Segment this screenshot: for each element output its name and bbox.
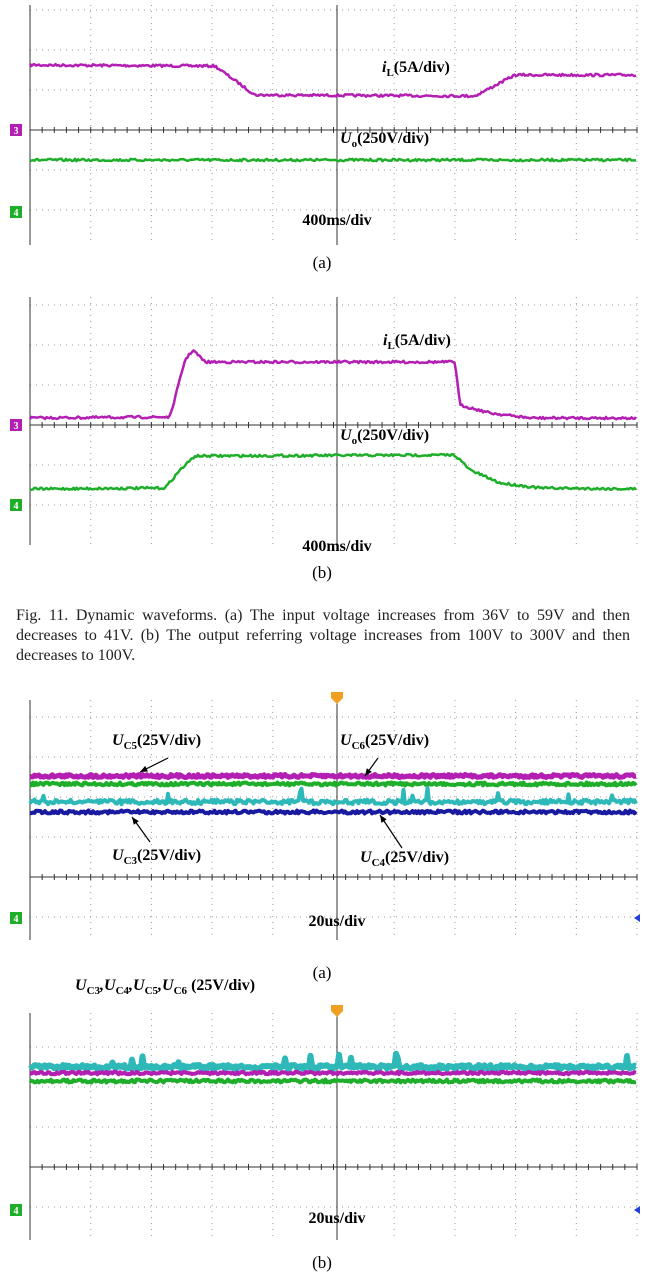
arrow-head <box>380 815 387 823</box>
waveform <box>30 1054 636 1069</box>
signal-label: UC3,UC4,UC5,UC6 (25V/div) <box>75 977 255 997</box>
channel-label: 4 <box>14 1206 19 1217</box>
signal-label: UC4(25V/div) <box>360 849 449 869</box>
label-text: (25V/div) <box>187 977 255 994</box>
waveform <box>30 159 636 161</box>
label-text: (250V/div) <box>357 427 429 444</box>
label-text: (25V/div) <box>385 849 449 866</box>
label-text: (5A/div) <box>395 332 451 349</box>
signal-label: iL(5A/div) <box>382 59 450 79</box>
subscript: C3 <box>87 985 101 997</box>
trigger-marker <box>331 1005 343 1017</box>
arrow-head <box>132 817 139 825</box>
trigger-marker <box>634 914 640 922</box>
waveform <box>30 788 636 804</box>
label-text: ,U <box>128 977 146 994</box>
waveform <box>30 454 636 490</box>
signal-label: Uo(250V/div) <box>340 427 429 447</box>
signal-label: UC6(25V/div) <box>340 732 429 752</box>
waveform <box>30 783 636 786</box>
subscript: C4 <box>116 985 130 997</box>
trigger-marker <box>331 692 343 704</box>
channel-label: 4 <box>14 914 19 925</box>
waveform <box>30 775 636 778</box>
subscript: C5 <box>145 985 159 997</box>
subfigure-caption: (b) <box>312 1253 332 1272</box>
signal-label: UC3(25V/div) <box>112 847 201 867</box>
page: 3 4 iL(5A/div) Uo(250V/div) 400ms/div (a) 3 4 iL… <box>0 0 645 1283</box>
waveform <box>30 64 636 97</box>
label-text: ,U <box>157 977 175 994</box>
subscript: C5 <box>124 740 138 752</box>
subscript: L <box>387 340 394 352</box>
timebase: 400ms/div <box>302 212 371 229</box>
waveform <box>30 811 636 814</box>
timebase: 20us/div <box>309 913 366 930</box>
label-text: (25V/div) <box>365 732 429 749</box>
waveform <box>30 1072 636 1074</box>
label-text: ,U <box>99 977 117 994</box>
scope: 4 UC5(25V/div) UC6(25V/div) UC3(25V/div) UC4… <box>10 692 640 940</box>
subscript: C4 <box>372 857 386 869</box>
label-text: (25V/div) <box>137 732 201 749</box>
scope: 4 UC3,UC4,UC5,UC6 (25V/div) 20us/div <box>10 977 640 1240</box>
label-text: (25V/div) <box>137 847 201 864</box>
scope: 3 4 iL(5A/div) Uo(250V/div) 400ms/div <box>10 297 637 555</box>
subscript: C6 <box>174 985 188 997</box>
channel-label: 3 <box>14 421 19 432</box>
subscript: C3 <box>124 855 138 867</box>
channel-label: 4 <box>14 501 19 512</box>
subscript: C6 <box>352 740 366 752</box>
timebase: 20us/div <box>309 1210 366 1227</box>
signal-label: Uo(250V/div) <box>340 130 429 150</box>
signal-label: UC5(25V/div) <box>112 732 201 752</box>
scope: 3 4 iL(5A/div) Uo(250V/div) 400ms/div <box>10 5 637 245</box>
subfigure-caption: (a) <box>313 253 332 272</box>
subfigure-caption: (a) <box>313 963 332 982</box>
label-text: (250V/div) <box>357 130 429 147</box>
figure-caption: Fig. 11. Dynamic waveforms. (a) The inpu… <box>16 606 630 666</box>
channel-label: 3 <box>14 126 19 137</box>
label-text: (5A/div) <box>394 59 450 76</box>
subfigure-caption: (b) <box>312 563 332 582</box>
signal-label: iL(5A/div) <box>383 332 451 352</box>
subscript: L <box>386 67 393 79</box>
channel-label: 4 <box>14 208 19 219</box>
waveform <box>30 1080 636 1083</box>
timebase: 400ms/div <box>302 538 371 555</box>
